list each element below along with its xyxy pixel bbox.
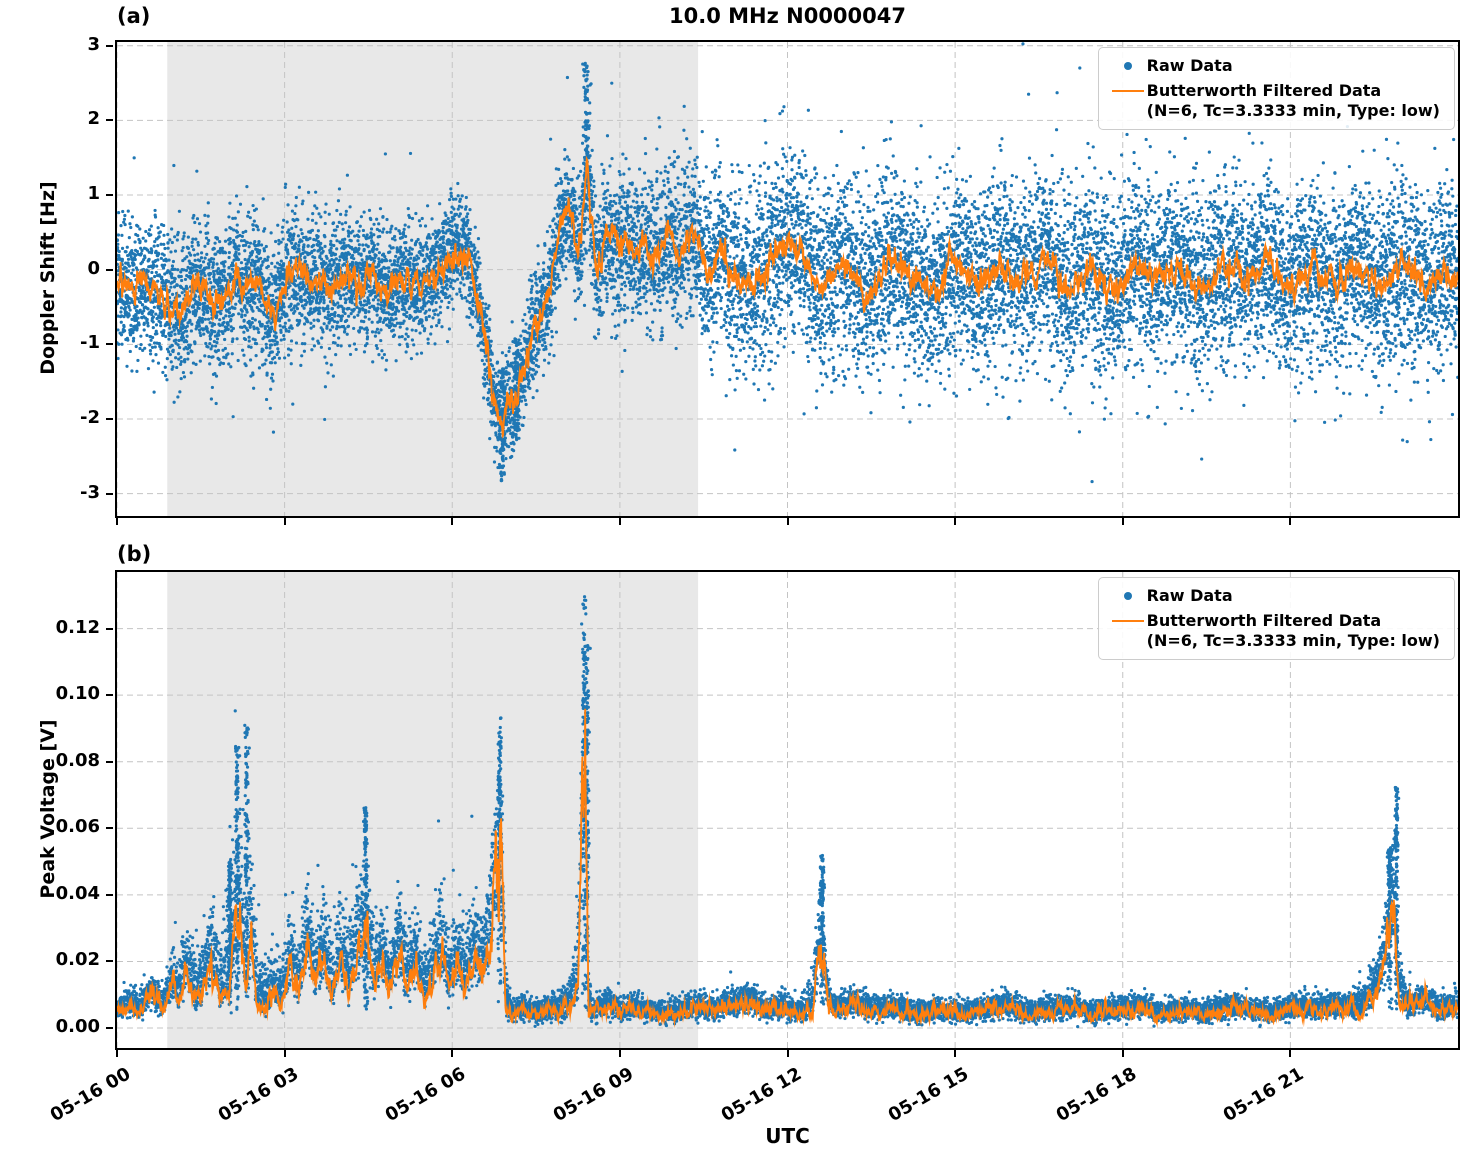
- tick-mark: [451, 518, 454, 525]
- tick-mark: [954, 518, 957, 525]
- tick-mark: [106, 960, 113, 963]
- tick-mark: [106, 343, 113, 346]
- filtered-line-marker: [1109, 81, 1147, 101]
- tick-mark: [1121, 518, 1124, 525]
- tick-mark: [106, 194, 113, 197]
- y-tick-label: 0.10: [55, 683, 100, 705]
- y-tick-label: 0: [87, 257, 100, 279]
- legend-row-filtered: Butterworth Filtered Data (N=6, Tc=3.333…: [1109, 611, 1440, 651]
- raw-data-label: Raw Data: [1146, 56, 1233, 75]
- tick-mark: [786, 518, 789, 525]
- panel-b-label: (b): [117, 542, 152, 566]
- panel-b-legend: Raw Data Butterworth Filtered Data (N=6,…: [1097, 577, 1455, 660]
- filtered-label: Butterworth Filtered Data (N=6, Tc=3.333…: [1147, 81, 1440, 121]
- y-tick-label: 2: [87, 108, 100, 130]
- filtered-label-line2: (N=6, Tc=3.3333 min, Type: low): [1146, 631, 1440, 650]
- y-tick-label: 0.06: [55, 816, 100, 838]
- tick-mark: [106, 492, 113, 495]
- tick-mark: [451, 1050, 454, 1057]
- y-tick-label: 3: [87, 33, 100, 55]
- raw-data-dot-marker: [1109, 56, 1147, 76]
- y-tick-label: 0.08: [55, 749, 100, 771]
- tick-mark: [106, 694, 113, 697]
- legend-row-filtered: Butterworth Filtered Data (N=6, Tc=3.333…: [1109, 81, 1440, 121]
- y-tick-label: 0.12: [55, 616, 100, 638]
- x-tick-label: 05-16 06: [382, 1063, 470, 1127]
- tick-mark: [106, 1027, 113, 1030]
- y-tick-label: 0.00: [55, 1016, 100, 1038]
- filtered-label-line1: Butterworth Filtered Data: [1146, 81, 1382, 100]
- tick-mark: [954, 1050, 957, 1057]
- tick-mark: [106, 44, 113, 47]
- x-axis-label: UTC: [765, 1124, 810, 1148]
- tick-mark: [106, 627, 113, 630]
- filtered-label-line2: (N=6, Tc=3.3333 min, Type: low): [1146, 101, 1440, 120]
- tick-mark: [106, 760, 113, 763]
- x-tick-label: 05-16 00: [46, 1063, 135, 1127]
- x-tick-label: 05-16 12: [717, 1063, 805, 1127]
- figure-title: 10.0 MHz N0000047: [669, 4, 906, 28]
- y-tick-label: -1: [80, 332, 100, 354]
- y-tick-label: 0.04: [55, 882, 100, 904]
- x-tick-label: 05-16 18: [1052, 1063, 1140, 1127]
- y-tick-label: 0.02: [55, 949, 100, 971]
- y-tick-label: 1: [87, 183, 100, 205]
- tick-mark: [618, 1050, 621, 1057]
- legend-row-raw: Raw Data: [1109, 586, 1440, 606]
- filtered-label: Butterworth Filtered Data (N=6, Tc=3.333…: [1147, 611, 1440, 651]
- panel-a-label: (a): [117, 4, 151, 28]
- x-tick-label: 05-16 15: [884, 1063, 973, 1127]
- tick-mark: [106, 119, 113, 122]
- tick-mark: [106, 417, 113, 420]
- tick-mark: [283, 518, 286, 525]
- x-tick-label: 05-16 21: [1220, 1063, 1308, 1127]
- x-tick-label: 05-16 03: [214, 1063, 302, 1127]
- tick-mark: [116, 518, 118, 525]
- tick-mark: [1121, 1050, 1124, 1057]
- filtered-label-line1: Butterworth Filtered Data: [1146, 611, 1382, 630]
- tick-mark: [106, 268, 113, 271]
- panel-a-legend: Raw Data Butterworth Filtered Data (N=6,…: [1097, 47, 1455, 130]
- tick-mark: [1289, 1050, 1292, 1057]
- raw-data-label: Raw Data: [1146, 586, 1233, 605]
- y-tick-label: -3: [80, 481, 100, 503]
- tick-mark: [106, 827, 113, 830]
- tick-mark: [106, 893, 113, 896]
- tick-mark: [283, 1050, 286, 1057]
- tick-mark: [618, 518, 621, 525]
- tick-mark: [116, 1050, 118, 1057]
- legend-row-raw: Raw Data: [1109, 56, 1440, 76]
- raw-data-dot-marker: [1109, 586, 1147, 606]
- tick-mark: [786, 1050, 789, 1057]
- y-tick-label: -2: [80, 406, 100, 428]
- x-tick-label: 05-16 09: [549, 1063, 638, 1127]
- filtered-line-marker: [1109, 611, 1147, 631]
- tick-mark: [1289, 518, 1292, 525]
